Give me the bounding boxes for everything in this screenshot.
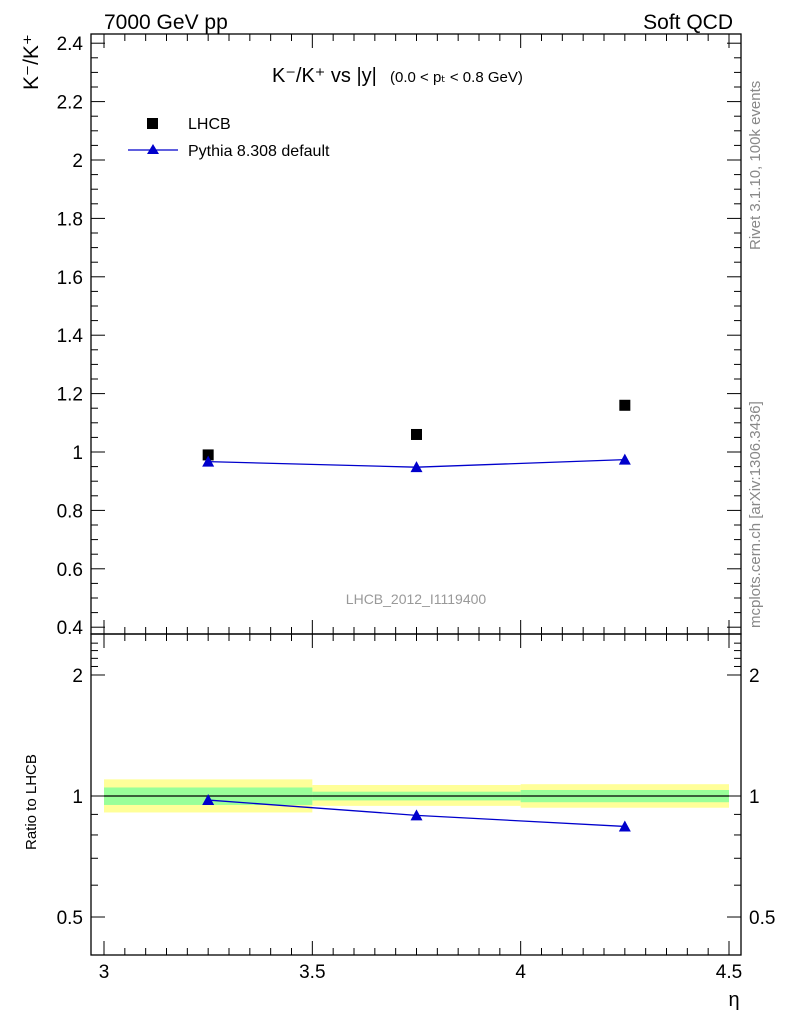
main-plot-panel: K⁻/K⁺ K⁻/K⁺ vs |y| (0.0 < pₜ < 0.8 GeV) … <box>20 33 742 639</box>
y-tick-label: 0.6 <box>57 560 83 581</box>
analysis-label: LHCB_2012_I1119400 <box>346 591 487 607</box>
header-left: 7000 GeV pp <box>104 11 228 34</box>
y-tick-label: 2 <box>72 151 83 172</box>
legend-pythia-label: Pythia 8.308 default <box>188 143 330 160</box>
x-tick-label: 3.5 <box>299 962 325 983</box>
y-tick-label: 1 <box>72 443 83 464</box>
y-tick-label: 0.8 <box>57 501 83 522</box>
lhcb-data-point <box>411 428 422 440</box>
y-axis-label: K⁻/K⁺ <box>20 34 43 90</box>
x-axis-label: η <box>728 989 739 1011</box>
y-tick-label: 0.4 <box>57 618 84 639</box>
y-tick-label: 2.2 <box>57 93 83 114</box>
lhcb-data-point <box>619 399 631 411</box>
header-right: Soft QCD <box>643 11 733 34</box>
mcplots-label: mcplots.cern.ch [arXiv:1306.3436] <box>747 401 764 628</box>
ratio-y-tick-label-right: 1 <box>749 787 760 808</box>
legend-lhcb-label: LHCB <box>188 116 231 133</box>
x-tick-label: 4.5 <box>716 962 742 983</box>
ratio-y-tick-label-left: 2 <box>72 666 83 687</box>
pythia-ratio-point <box>202 794 215 806</box>
pythia-ratio-point <box>618 820 631 832</box>
ratio-y-tick-label-left: 0.5 <box>57 908 83 929</box>
ratio-y-tick-label-right: 2 <box>749 666 760 687</box>
rivet-label: Rivet 3.1.10, 100k events <box>747 81 764 250</box>
y-tick-label: 1.4 <box>57 326 84 347</box>
plot-title: K⁻/K⁺ vs |y| <box>272 65 377 87</box>
plot-title-cut: (0.0 < pₜ < 0.8 GeV) <box>390 69 523 86</box>
x-tick-label: 3 <box>99 962 110 983</box>
pythia-data-point <box>202 455 215 467</box>
legend-lhcb-marker <box>147 118 158 129</box>
pythia-data-point <box>618 453 631 465</box>
pythia-ratio-point <box>410 809 423 821</box>
y-tick-label: 1.8 <box>57 209 83 230</box>
lhcb-data-point <box>202 449 214 461</box>
pythia-data-point <box>410 461 423 473</box>
x-tick-label: 4 <box>515 962 526 983</box>
ratio-y-tick-label-left: 1 <box>72 787 83 808</box>
ratio-y-tick-label-right: 0.5 <box>749 908 775 929</box>
y-tick-label: 2.4 <box>57 34 84 55</box>
legend: LHCB Pythia 8.308 default <box>128 116 330 160</box>
ratio-y-axis-label: Ratio to LHCB <box>23 754 40 850</box>
ratio-plot-panel: Ratio to LHCB η 3 3.5 4 4.5 0.5 0.5 1 1 2 2 <box>23 633 775 1011</box>
legend-pythia-marker <box>147 144 159 154</box>
y-tick-label: 1.2 <box>57 385 83 406</box>
y-tick-label: 1.6 <box>57 268 83 289</box>
